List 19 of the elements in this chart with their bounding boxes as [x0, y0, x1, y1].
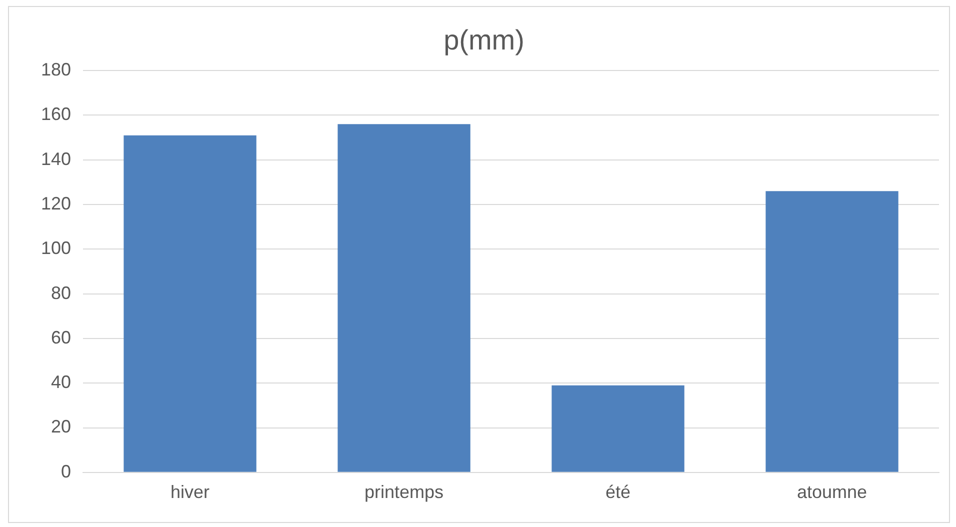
y-tick-label: 20	[51, 416, 72, 437]
x-tick-label: atoumne	[796, 482, 868, 502]
y-tick-label: 140	[40, 148, 72, 169]
x-tick-label: été	[605, 482, 631, 502]
x-tick-label: hiver	[170, 482, 210, 502]
y-tick-label: 180	[40, 60, 72, 80]
y-tick-label: 100	[40, 238, 72, 258]
y-tick-label: 160	[40, 104, 72, 124]
bar	[124, 135, 256, 472]
y-tick-label: 80	[51, 282, 72, 303]
y-tick-label: 0	[61, 461, 72, 482]
y-tick-label: 60	[51, 327, 72, 348]
x-tick-label: printemps	[364, 482, 444, 502]
y-tick-label: 40	[51, 372, 72, 392]
chart-title: p(mm)	[444, 24, 524, 56]
bar	[766, 191, 898, 472]
y-tick-label: 120	[40, 194, 72, 214]
bar	[552, 385, 684, 472]
bar	[338, 124, 470, 472]
